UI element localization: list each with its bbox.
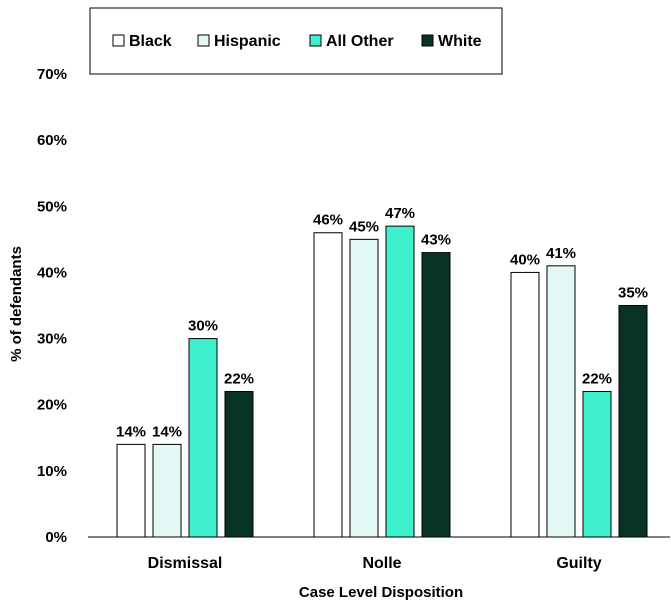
data-label: 46% xyxy=(313,212,343,229)
legend-swatch xyxy=(197,34,210,47)
bar xyxy=(582,390,612,538)
category-label: Guilty xyxy=(556,555,601,572)
legend-swatch xyxy=(421,34,434,47)
y-tick-label: 70% xyxy=(37,66,67,83)
bars xyxy=(116,225,648,538)
bar xyxy=(546,265,576,538)
category-label: Nolle xyxy=(362,555,401,572)
bar xyxy=(152,443,182,538)
legend: Black Hispanic All Other White xyxy=(89,7,503,75)
data-label: 14% xyxy=(152,423,182,440)
data-label: 40% xyxy=(510,251,540,268)
x-axis-title: Case Level Disposition xyxy=(299,584,463,601)
bar xyxy=(421,252,451,538)
legend-label: All Other xyxy=(326,33,394,50)
category-label: Dismissal xyxy=(148,555,223,572)
data-label: 47% xyxy=(385,205,415,222)
x-axis-categories: Dismissal Nolle Guilty xyxy=(148,555,602,572)
bar xyxy=(188,338,218,538)
legend-label: Black xyxy=(129,33,172,50)
data-label: 14% xyxy=(116,423,146,440)
data-label: 45% xyxy=(349,218,379,235)
bar xyxy=(510,271,540,538)
y-tick-label: 0% xyxy=(45,529,67,546)
bar xyxy=(116,443,146,538)
legend-swatch xyxy=(112,34,125,47)
y-tick-label: 10% xyxy=(37,463,67,480)
bar xyxy=(224,390,254,538)
legend-swatch xyxy=(309,34,322,47)
data-label: 22% xyxy=(224,370,254,387)
data-label: 35% xyxy=(618,285,648,302)
data-labels: 14% 14% 30% 22% 46% 45% 47% 43% 40% 41% 22% 35% xyxy=(116,205,648,440)
y-axis-title: % of defendants xyxy=(8,246,25,362)
bar xyxy=(618,305,648,538)
data-label: 22% xyxy=(582,370,612,387)
bar xyxy=(349,238,379,538)
bar xyxy=(313,232,343,538)
data-label: 30% xyxy=(188,318,218,335)
data-label: 41% xyxy=(546,245,576,262)
legend-label: Hispanic xyxy=(214,33,281,50)
y-tick-label: 20% xyxy=(37,397,67,414)
bar xyxy=(385,225,415,538)
data-label: 43% xyxy=(421,232,451,249)
y-tick-label: 30% xyxy=(37,331,67,348)
y-tick-label: 60% xyxy=(37,132,67,149)
y-axis-ticks: 0% 10% 20% 30% 40% 50% 60% 70% xyxy=(37,66,67,546)
y-tick-label: 40% xyxy=(37,264,67,281)
legend-label: White xyxy=(438,33,482,50)
y-tick-label: 50% xyxy=(37,198,67,215)
